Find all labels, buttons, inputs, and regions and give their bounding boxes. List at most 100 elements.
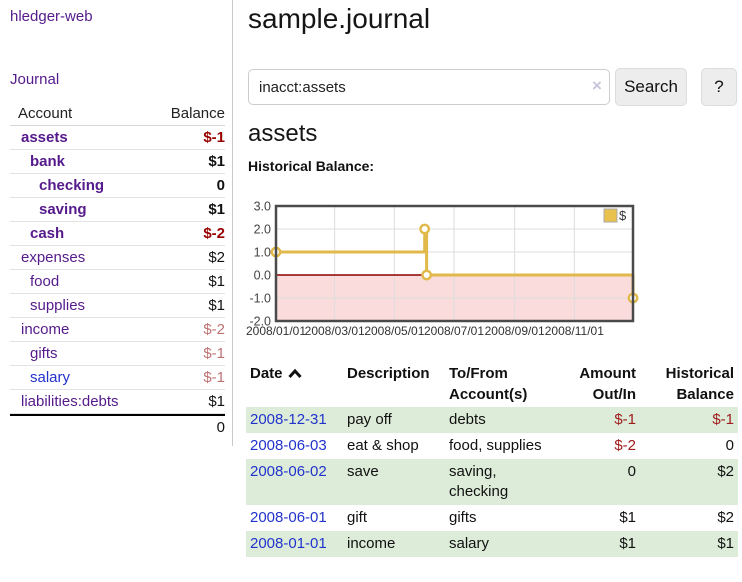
account-balance: $2 — [208, 249, 225, 266]
account-row: expenses $2 — [10, 246, 225, 270]
accounts-total-row: 0 — [10, 414, 225, 439]
account-row: cash $-2 — [10, 222, 225, 246]
svg-text:1.0: 1.0 — [254, 246, 271, 260]
transaction-amount: $1 — [619, 509, 636, 526]
register-header-amount-out-in: Amount Out/In — [579, 365, 636, 403]
account-row: gifts $-1 — [10, 342, 225, 366]
account-link-cash[interactable]: cash — [30, 225, 65, 242]
transaction-date-link[interactable]: 2008-06-02 — [250, 463, 327, 480]
svg-text:2008/01/01: 2008/01/01 — [246, 324, 306, 338]
transaction-balance: 0 — [725, 437, 734, 454]
account-link-food[interactable]: food — [30, 273, 60, 290]
svg-text:-2.0: -2.0 — [249, 315, 271, 329]
accounts-total-value: 0 — [216, 419, 225, 436]
account-balance: $-1 — [203, 129, 225, 146]
account-link-saving[interactable]: saving — [39, 201, 87, 218]
transaction-amount: $-1 — [614, 411, 636, 428]
transaction-description: pay off — [347, 411, 392, 428]
transaction-balance: $-1 — [712, 411, 734, 428]
search-input[interactable] — [248, 69, 610, 105]
account-link-gifts[interactable]: gifts — [30, 345, 58, 362]
app-brand-link[interactable]: hledger-web — [10, 8, 93, 25]
legend-label: $ — [619, 208, 627, 223]
account-balance: $1 — [208, 393, 225, 410]
account-link-liabilities-debts[interactable]: liabilities:debts — [21, 393, 119, 410]
account-link-checking[interactable]: checking — [39, 177, 105, 194]
svg-text:2008/03/01: 2008/03/01 — [305, 324, 365, 338]
account-link-bank[interactable]: bank — [30, 153, 66, 170]
register-row: 2008-01-01 income salary $1 $1 — [246, 531, 738, 557]
register-table: Date Description To/From Account(s) Amount … — [246, 361, 738, 557]
transaction-accounts: saving, checking — [449, 463, 509, 500]
svg-text:2008/09/01: 2008/09/01 — [485, 324, 545, 338]
account-balance: $1 — [208, 153, 225, 170]
transaction-amount: 0 — [627, 463, 636, 480]
transaction-description: gift — [347, 509, 368, 526]
chart-title: Historical Balance: — [248, 158, 375, 174]
account-row: income $-2 — [10, 318, 225, 342]
account-link-salary[interactable]: salary — [30, 369, 71, 386]
account-row: saving $1 — [10, 198, 225, 222]
register-row: 2008-06-01 gift gifts $1 $2 — [246, 505, 738, 531]
balance-column-header: Balance — [170, 105, 225, 122]
svg-text:0.0: 0.0 — [254, 269, 271, 283]
svg-text:2.0: 2.0 — [254, 223, 271, 237]
account-row: checking 0 — [10, 174, 225, 198]
account-link-assets[interactable]: assets — [21, 129, 68, 146]
account-link-supplies[interactable]: supplies — [30, 297, 86, 314]
search-button[interactable]: Search — [615, 68, 687, 106]
account-column-header: Account — [18, 105, 73, 122]
transaction-accounts: debts — [449, 411, 486, 428]
account-link-expenses[interactable]: expenses — [21, 249, 86, 266]
account-balance: $-1 — [203, 345, 225, 362]
historical-balance-chart: $3.0 2.0 1.0 0.0 -1.0 -2.0 2008/01/01 2008/03/0… — [242, 200, 640, 343]
transaction-date-link[interactable]: 2008-06-03 — [250, 437, 327, 454]
register-row: 2008-06-02 save saving, checking 0 $2 — [246, 459, 738, 505]
register-header-to-from-account-s-: To/From Account(s) — [449, 365, 528, 403]
account-balance: $1 — [208, 273, 225, 290]
account-balance: 0 — [216, 177, 225, 194]
transaction-description: income — [347, 535, 396, 552]
sidebar-item-journal[interactable]: Journal — [10, 71, 60, 88]
account-link-income[interactable]: income — [21, 321, 70, 338]
account-balance: $1 — [208, 297, 225, 314]
account-row: food $1 — [10, 270, 225, 294]
transaction-accounts: food, supplies — [449, 437, 542, 454]
sort-asc-icon — [287, 368, 302, 379]
svg-text:-1.0: -1.0 — [249, 292, 271, 306]
transaction-description: eat & shop — [347, 437, 419, 454]
account-rows: assets $-1 bank $1 checking 0 saving $1 cash $-2 e… — [10, 126, 225, 414]
transaction-balance: $1 — [717, 535, 734, 552]
transaction-balance: $2 — [717, 509, 734, 526]
help-button[interactable]: ? — [701, 68, 737, 106]
accounts-table-header: Account Balance — [10, 103, 225, 126]
svg-text:3.0: 3.0 — [254, 200, 271, 214]
register-header-historical-balance: Historical Balance — [665, 365, 734, 403]
transaction-description: save — [347, 463, 379, 480]
accounts-table: Account Balance assets $-1 bank $1 checking 0… — [10, 103, 225, 439]
svg-text:2008/11/01: 2008/11/01 — [545, 324, 604, 338]
transaction-balance: $2 — [717, 463, 734, 480]
sidebar: hledger-web Journal Account Balance asse… — [0, 0, 233, 446]
transaction-accounts: gifts — [449, 509, 477, 526]
chart-svg: $3.0 2.0 1.0 0.0 -1.0 -2.02008/01/012008/03/0… — [246, 200, 639, 338]
register-table-wrap: Date Description To/From Account(s) Amount … — [246, 361, 738, 557]
account-balance: $-2 — [203, 225, 225, 242]
transaction-date-link[interactable]: 2008-12-31 — [250, 411, 327, 428]
transaction-date-link[interactable]: 2008-01-01 — [250, 535, 327, 552]
register-header-date[interactable]: Date — [246, 361, 343, 407]
account-balance: $1 — [208, 201, 225, 218]
account-row: supplies $1 — [10, 294, 225, 318]
account-row: assets $-1 — [10, 126, 225, 150]
svg-text:2008/05/01: 2008/05/01 — [364, 324, 424, 338]
account-balance: $-2 — [203, 321, 225, 338]
account-row: liabilities:debts $1 — [10, 390, 225, 414]
register-row: 2008-06-03 eat & shop food, supplies $-2 0 — [246, 433, 738, 459]
transaction-accounts: salary — [449, 535, 490, 552]
account-balance: $-1 — [203, 369, 225, 386]
transaction-amount: $1 — [619, 535, 636, 552]
transaction-date-link[interactable]: 2008-06-01 — [250, 509, 327, 526]
register-row: 2008-12-31 pay off debts $-1 $-1 — [246, 407, 738, 433]
page-title: sample.journal — [248, 3, 431, 34]
clear-search-icon[interactable]: × — [592, 76, 602, 95]
